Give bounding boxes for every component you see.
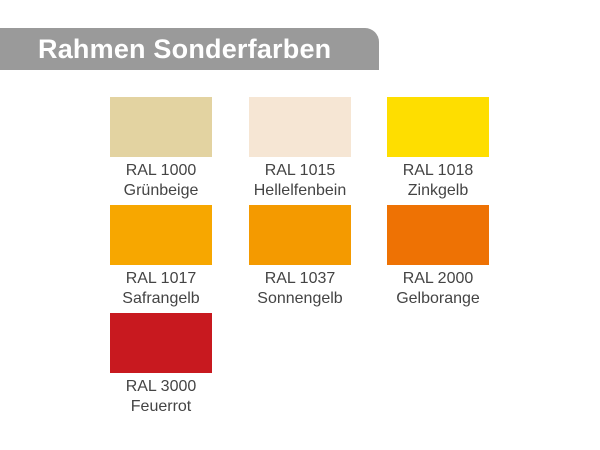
swatch-card-ral-1000: RAL 1000 Grünbeige [110,97,212,201]
swatch-code: RAL 1000 [125,162,197,179]
color-swatch-ral-1018 [387,97,489,157]
color-swatch-ral-3000 [110,313,212,373]
swatch-name: Gelborange [396,290,480,307]
swatch-name: Hellelfenbein [253,182,347,199]
color-swatch-ral-1000 [110,97,212,157]
swatch-card-ral-1015: RAL 1015 Hellelfenbein [249,97,351,201]
color-swatch-ral-2000 [387,205,489,265]
color-swatch-ral-1017 [110,205,212,265]
swatch-code: RAL 2000 [402,270,474,287]
swatch-card-ral-1017: RAL 1017 Safrangelb [110,205,212,309]
swatch-name: Feuerrot [130,398,192,415]
swatch-card-ral-1018: RAL 1018 Zinkgelb [387,97,489,201]
swatch-code: RAL 1037 [264,270,336,287]
title-banner: Rahmen Sonderfarben [0,28,379,70]
page-title: Rahmen Sonderfarben [38,33,332,64]
swatch-card-ral-2000: RAL 2000 Gelborange [387,205,489,309]
swatch-code: RAL 3000 [125,378,197,395]
swatch-code: RAL 1017 [125,270,197,287]
color-swatch-ral-1037 [249,205,351,265]
swatch-name: Grünbeige [123,182,199,199]
swatch-card-ral-3000: RAL 3000 Feuerrot [110,313,212,417]
swatch-card-ral-1037: RAL 1037 Sonnengelb [249,205,351,309]
swatch-name: Zinkgelb [407,182,469,199]
swatch-name: Sonnengelb [257,290,343,307]
swatch-code: RAL 1015 [264,162,336,179]
color-swatch-ral-1015 [249,97,351,157]
swatch-code: RAL 1018 [402,162,474,179]
swatch-name: Safrangelb [122,290,200,307]
